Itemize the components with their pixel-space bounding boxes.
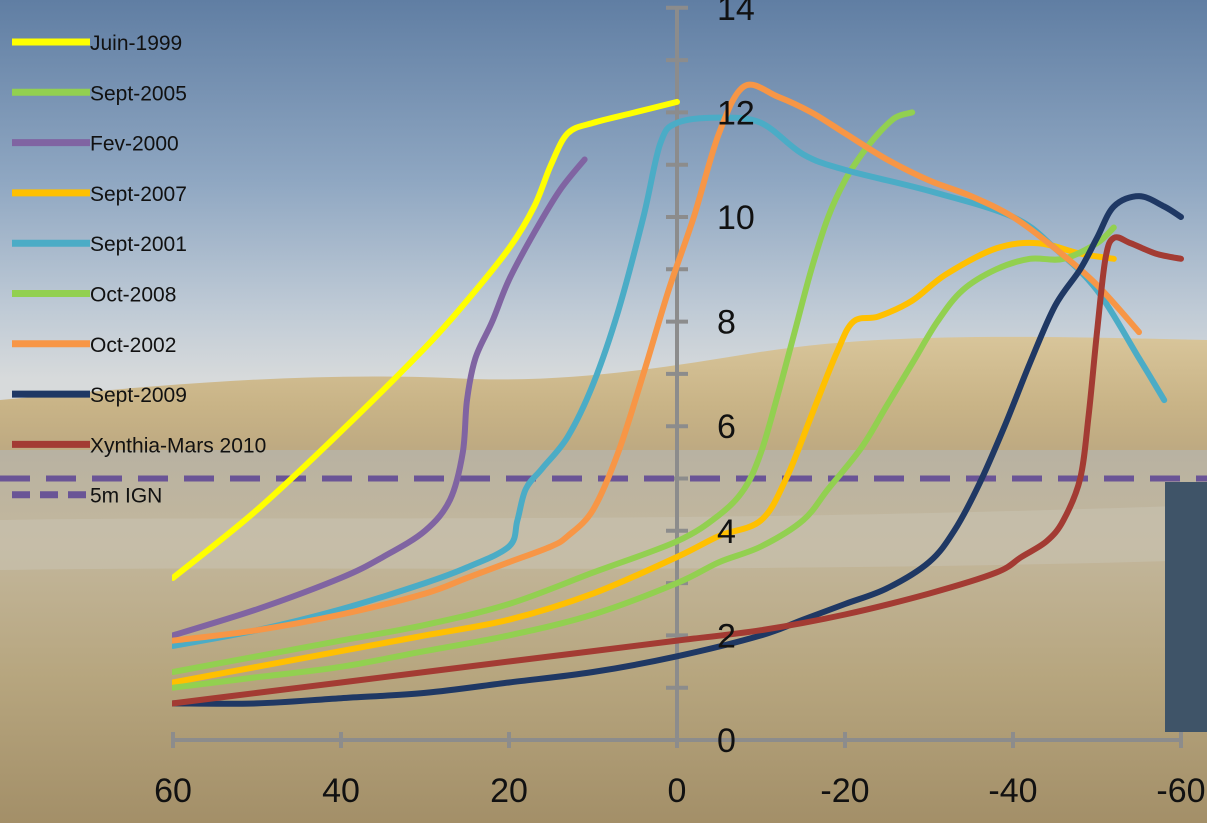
x-tick-label: -40	[988, 772, 1037, 810]
legend-label: Sept-2005	[90, 82, 187, 105]
series-line-3	[172, 239, 1117, 686]
legend-item: Xynthia-Mars 2010	[12, 434, 266, 457]
legend: Juin-1999 Sept-2005 Fev-2000 Sept-2007 Sept-…	[12, 32, 266, 508]
tick-labels-group: 60 40 20 0 -20 -40 -60 0 2 4 6 8 10 12 14	[154, 0, 1205, 810]
legend-label: Oct-2008	[90, 284, 176, 307]
x-tick-label: -20	[820, 772, 869, 810]
y-tick-label: 2	[717, 617, 736, 655]
legend-item: Sept-2005	[12, 82, 187, 105]
legend-label: Fev-2000	[90, 133, 179, 156]
legend-label: 5m IGN	[90, 485, 162, 508]
legend-item: Sept-2001	[12, 233, 187, 256]
y-tick-label: 4	[717, 513, 736, 551]
chart-axes	[171, 5, 1183, 748]
series-line-5	[172, 224, 1117, 691]
legend-label: Xynthia-Mars 2010	[90, 434, 266, 457]
series-line-7	[172, 193, 1184, 707]
y-tick-label: 14	[717, 0, 755, 28]
series-line-0	[172, 98, 680, 581]
legend-item: Sept-2009	[12, 384, 187, 407]
series-line-6	[172, 81, 1142, 644]
y-tick-label: 10	[717, 199, 755, 237]
x-tick-label: 60	[154, 772, 192, 810]
legend-item: Oct-2002	[12, 334, 176, 357]
y-tick-label: 0	[717, 722, 736, 760]
series-group	[172, 81, 1184, 707]
series-line-1	[172, 109, 916, 675]
x-tick-label: 20	[490, 772, 528, 810]
legend-label: Sept-2007	[90, 183, 187, 206]
legend-item: Fev-2000	[12, 133, 179, 156]
legend-label: Sept-2009	[90, 384, 187, 407]
x-tick-label: 0	[668, 772, 687, 810]
legend-item: Oct-2008	[12, 284, 176, 307]
series-line-8	[172, 234, 1184, 707]
y-tick-label: 8	[717, 304, 736, 342]
series-line-2	[172, 156, 588, 639]
legend-item: 5m IGN	[12, 485, 162, 508]
inset-photo-edge	[1165, 482, 1207, 732]
series-line-4	[172, 114, 1168, 649]
x-tick-label: -60	[1156, 772, 1205, 810]
y-tick-label: 6	[717, 408, 736, 446]
legend-item: Juin-1999	[12, 32, 182, 55]
y-tick-label: 12	[717, 94, 755, 132]
legend-label: Sept-2001	[90, 233, 187, 256]
legend-label: Oct-2002	[90, 334, 176, 357]
legend-item: Sept-2007	[12, 183, 187, 206]
legend-label: Juin-1999	[90, 32, 182, 55]
x-tick-label: 40	[322, 772, 360, 810]
